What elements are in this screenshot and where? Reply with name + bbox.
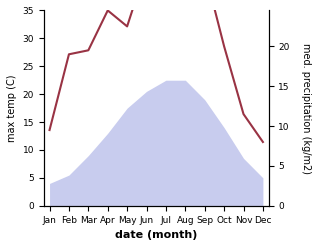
Y-axis label: med. precipitation (kg/m2): med. precipitation (kg/m2): [301, 43, 311, 174]
X-axis label: date (month): date (month): [115, 230, 197, 240]
Y-axis label: max temp (C): max temp (C): [7, 74, 17, 142]
